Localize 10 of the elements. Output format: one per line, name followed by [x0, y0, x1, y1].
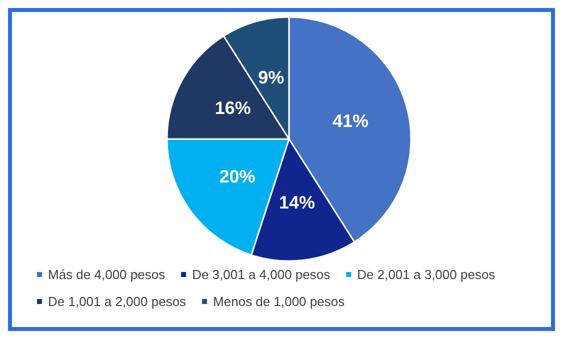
- data-label: 9%: [258, 68, 284, 88]
- data-label: 14%: [279, 192, 316, 212]
- data-label: 41%: [332, 111, 368, 132]
- data-label: 16%: [214, 98, 251, 118]
- legend-label: De 3,001 a 4,000 pesos: [192, 267, 331, 282]
- legend-label: De 1,001 a 2,000 pesos: [48, 294, 187, 309]
- data-label: 20%: [219, 166, 256, 187]
- legend-label: Menos de 1,000 pesos: [213, 294, 346, 309]
- legend-label: De 2,001 a 3,000 pesos: [357, 267, 496, 282]
- legend-label: Más de 4,000 pesos: [48, 267, 166, 282]
